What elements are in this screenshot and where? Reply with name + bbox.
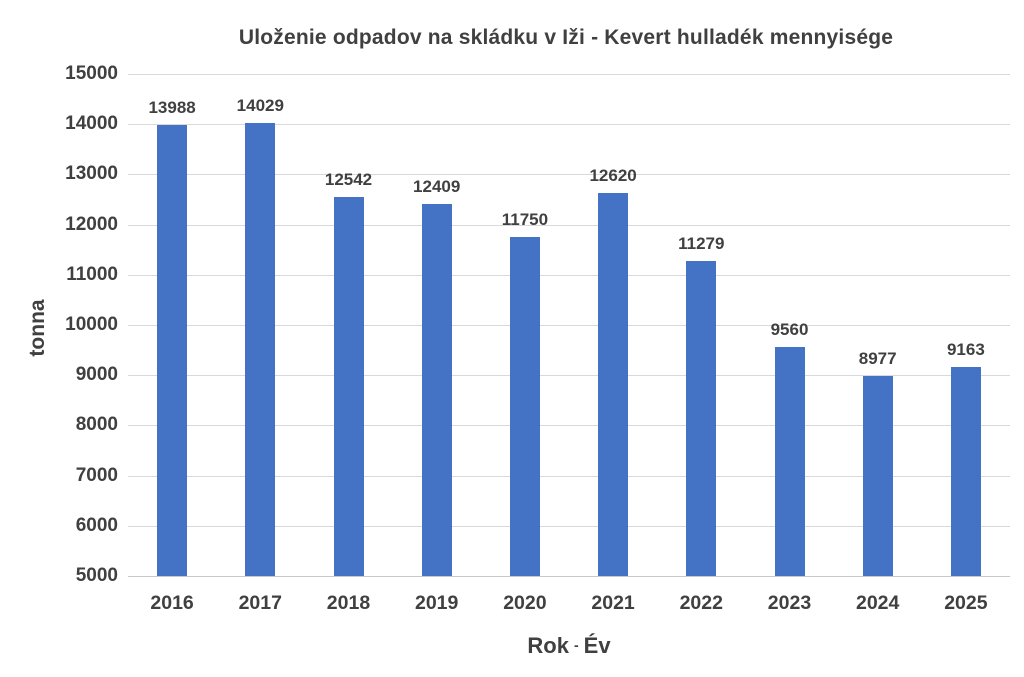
y-tick-label: 9000 [75,364,118,386]
bar [157,124,188,576]
bar-value-label: 13988 [148,97,196,117]
y-tick-label: 6000 [75,514,118,536]
x-axis-ticks: 2016 2017 2018 2019 2020 2021 2022 2023 2024 2025 [128,592,1010,620]
bar [950,367,981,576]
x-tick-label: 2020 [503,592,547,614]
y-tick-label: 12000 [65,213,118,235]
bar [509,237,540,576]
x-tick-label: 2016 [150,592,194,614]
y-tick-label: 7000 [75,464,118,486]
bar-value-label: 12542 [324,170,373,190]
y-tick-label: 5000 [75,565,118,586]
bar [333,197,364,576]
x-tick-label: 2018 [326,592,371,614]
x-axis-title: Rok - Év [128,633,1010,659]
bar [686,260,717,576]
x-axis-title-ev: Év [583,633,611,658]
bar-value-label: 8977 [858,349,897,369]
x-tick-label: 2022 [679,592,723,614]
x-tick-label: 2024 [855,592,900,614]
x-tick-label: 2019 [414,592,459,614]
gridline [128,174,1010,176]
x-tick-label: 2017 [238,592,282,614]
plot-area: 13988 14029 12542 12409 11750 12620 11279 9560 8… [128,74,1010,577]
gridline [128,325,1010,326]
gridline [128,74,1010,75]
gridline [128,375,1010,377]
y-axis-ticks: 5000 6000 7000 8000 9000 10000 11000 12000 13000… [0,63,118,586]
bar-value-label: 14029 [236,95,284,115]
y-tick-label: 10000 [65,314,118,335]
x-axis-line [128,576,1010,577]
bar [598,193,629,576]
y-tick-label: 8000 [75,414,118,436]
bar [245,122,276,576]
y-tick-label: 11000 [66,263,118,285]
bar-value-label: 9560 [770,320,809,340]
bar-value-label: 11750 [501,210,549,230]
bar-value-label: 12409 [413,177,461,197]
gridline [128,425,1010,427]
bar-value-label: 9163 [946,340,985,360]
gridline [128,224,1010,226]
x-tick-label: 2021 [591,592,635,614]
bar [862,376,893,576]
bar [774,347,805,576]
gridline [128,274,1010,276]
x-axis-title-rok: Rok [527,633,569,658]
gridline [128,475,1010,477]
x-tick-label: 2025 [944,592,988,614]
bar [421,204,452,576]
gridline [128,124,1010,126]
x-tick-label: 2023 [767,592,812,614]
bar-value-label: 12620 [589,166,637,186]
y-tick-label: 13000 [65,163,118,185]
gridline [128,525,1010,527]
x-axis-title-separator: - [573,637,579,653]
y-tick-label: 14000 [65,113,118,135]
chart-title: Uloženie odpadov na skládku v Iži - Keve… [238,26,894,49]
y-tick-label: 15000 [65,63,118,84]
bar-value-label: 11279 [678,233,725,253]
